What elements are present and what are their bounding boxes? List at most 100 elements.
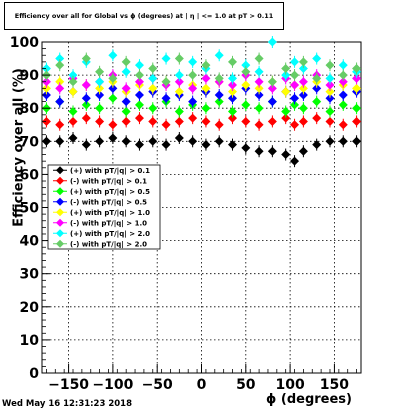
legend-label: (+) with pT/|q| > 1.0 bbox=[70, 209, 150, 218]
data-point bbox=[241, 67, 251, 77]
y-tick-label: 0 bbox=[29, 366, 39, 382]
data-point bbox=[161, 93, 171, 103]
data-point bbox=[108, 133, 118, 143]
data-point bbox=[68, 70, 78, 80]
data-point bbox=[174, 70, 184, 80]
data-point bbox=[174, 54, 184, 64]
data-point bbox=[352, 136, 362, 146]
data-point bbox=[298, 83, 308, 93]
data-point bbox=[188, 136, 198, 146]
data-point bbox=[298, 116, 308, 126]
data-point bbox=[55, 136, 65, 146]
data-point bbox=[41, 83, 51, 93]
data-point bbox=[325, 60, 335, 70]
data-point bbox=[298, 77, 308, 87]
data-point bbox=[267, 77, 277, 87]
data-point bbox=[241, 143, 251, 153]
data-point bbox=[325, 107, 335, 117]
x-tick-label: −50 bbox=[142, 377, 173, 393]
data-point bbox=[312, 97, 322, 107]
data-point bbox=[201, 140, 211, 150]
legend-marker bbox=[56, 176, 64, 185]
data-point bbox=[325, 80, 335, 90]
data-point bbox=[201, 60, 211, 70]
data-point bbox=[267, 116, 277, 126]
data-point bbox=[312, 73, 322, 83]
legend-label: (-) with pT/|q| > 1.0 bbox=[70, 219, 147, 228]
data-point bbox=[41, 90, 51, 100]
data-point bbox=[55, 77, 65, 87]
data-point bbox=[81, 54, 91, 64]
legend-label: (-) with pT/|q| > 0.1 bbox=[70, 177, 147, 186]
data-point bbox=[121, 116, 131, 126]
data-point bbox=[214, 73, 224, 83]
data-point bbox=[338, 77, 348, 87]
data-point bbox=[338, 120, 348, 130]
data-point bbox=[134, 100, 144, 110]
data-point bbox=[267, 97, 277, 107]
legend-marker bbox=[56, 166, 64, 175]
data-point bbox=[95, 103, 105, 113]
data-point bbox=[174, 107, 184, 117]
data-point bbox=[352, 73, 362, 83]
data-point bbox=[228, 93, 238, 103]
data-point bbox=[228, 107, 238, 117]
data-point bbox=[290, 57, 300, 67]
data-point bbox=[281, 70, 291, 80]
data-point bbox=[281, 107, 291, 117]
data-point bbox=[241, 100, 251, 110]
data-point bbox=[121, 57, 131, 67]
data-point bbox=[254, 90, 264, 100]
x-tick-label: 150 bbox=[320, 377, 349, 393]
y-tick-label: 30 bbox=[20, 267, 40, 283]
data-point bbox=[81, 100, 91, 110]
x-axis-label: ϕ (degrees) bbox=[266, 392, 352, 407]
data-point bbox=[241, 60, 251, 70]
data-point bbox=[174, 87, 184, 97]
series-2 bbox=[41, 112, 362, 131]
data-point bbox=[188, 113, 198, 123]
data-point bbox=[148, 73, 158, 83]
data-point bbox=[148, 103, 158, 113]
y-tick-label: 80 bbox=[20, 101, 40, 117]
y-tick-label: 100 bbox=[10, 35, 39, 51]
timestamp: Wed May 16 12:31:23 2018 bbox=[2, 399, 133, 409]
data-point bbox=[267, 146, 277, 156]
chart-title: Efficiency over all for Global vs ϕ (deg… bbox=[14, 12, 274, 20]
data-point bbox=[41, 77, 51, 87]
x-tick-label: −100 bbox=[92, 377, 133, 393]
data-point bbox=[134, 90, 144, 100]
data-point bbox=[134, 113, 144, 123]
data-point bbox=[338, 90, 348, 100]
data-point bbox=[214, 90, 224, 100]
data-point bbox=[325, 87, 335, 97]
data-point bbox=[55, 120, 65, 130]
x-tick-label: −150 bbox=[48, 377, 89, 393]
data-point bbox=[81, 93, 91, 103]
data-point bbox=[228, 140, 238, 150]
legend-marker bbox=[56, 197, 64, 206]
legend-label: (+) with pT/|q| > 2.0 bbox=[70, 230, 150, 239]
data-point bbox=[254, 146, 264, 156]
data-point bbox=[254, 83, 264, 93]
data-point bbox=[281, 113, 291, 123]
data-point bbox=[298, 90, 308, 100]
data-point bbox=[298, 63, 308, 73]
data-point bbox=[134, 140, 144, 150]
data-point bbox=[121, 83, 131, 93]
legend-marker bbox=[56, 229, 64, 238]
data-point bbox=[174, 116, 184, 126]
data-point bbox=[201, 83, 211, 93]
data-point bbox=[188, 97, 198, 107]
data-point bbox=[325, 73, 335, 83]
data-point bbox=[55, 83, 65, 93]
data-point bbox=[228, 57, 238, 67]
series-1 bbox=[41, 131, 362, 168]
data-point bbox=[281, 87, 291, 97]
data-point bbox=[55, 97, 65, 107]
data-point bbox=[214, 97, 224, 107]
data-point bbox=[134, 70, 144, 80]
data-point bbox=[81, 113, 91, 123]
data-point bbox=[41, 63, 51, 73]
